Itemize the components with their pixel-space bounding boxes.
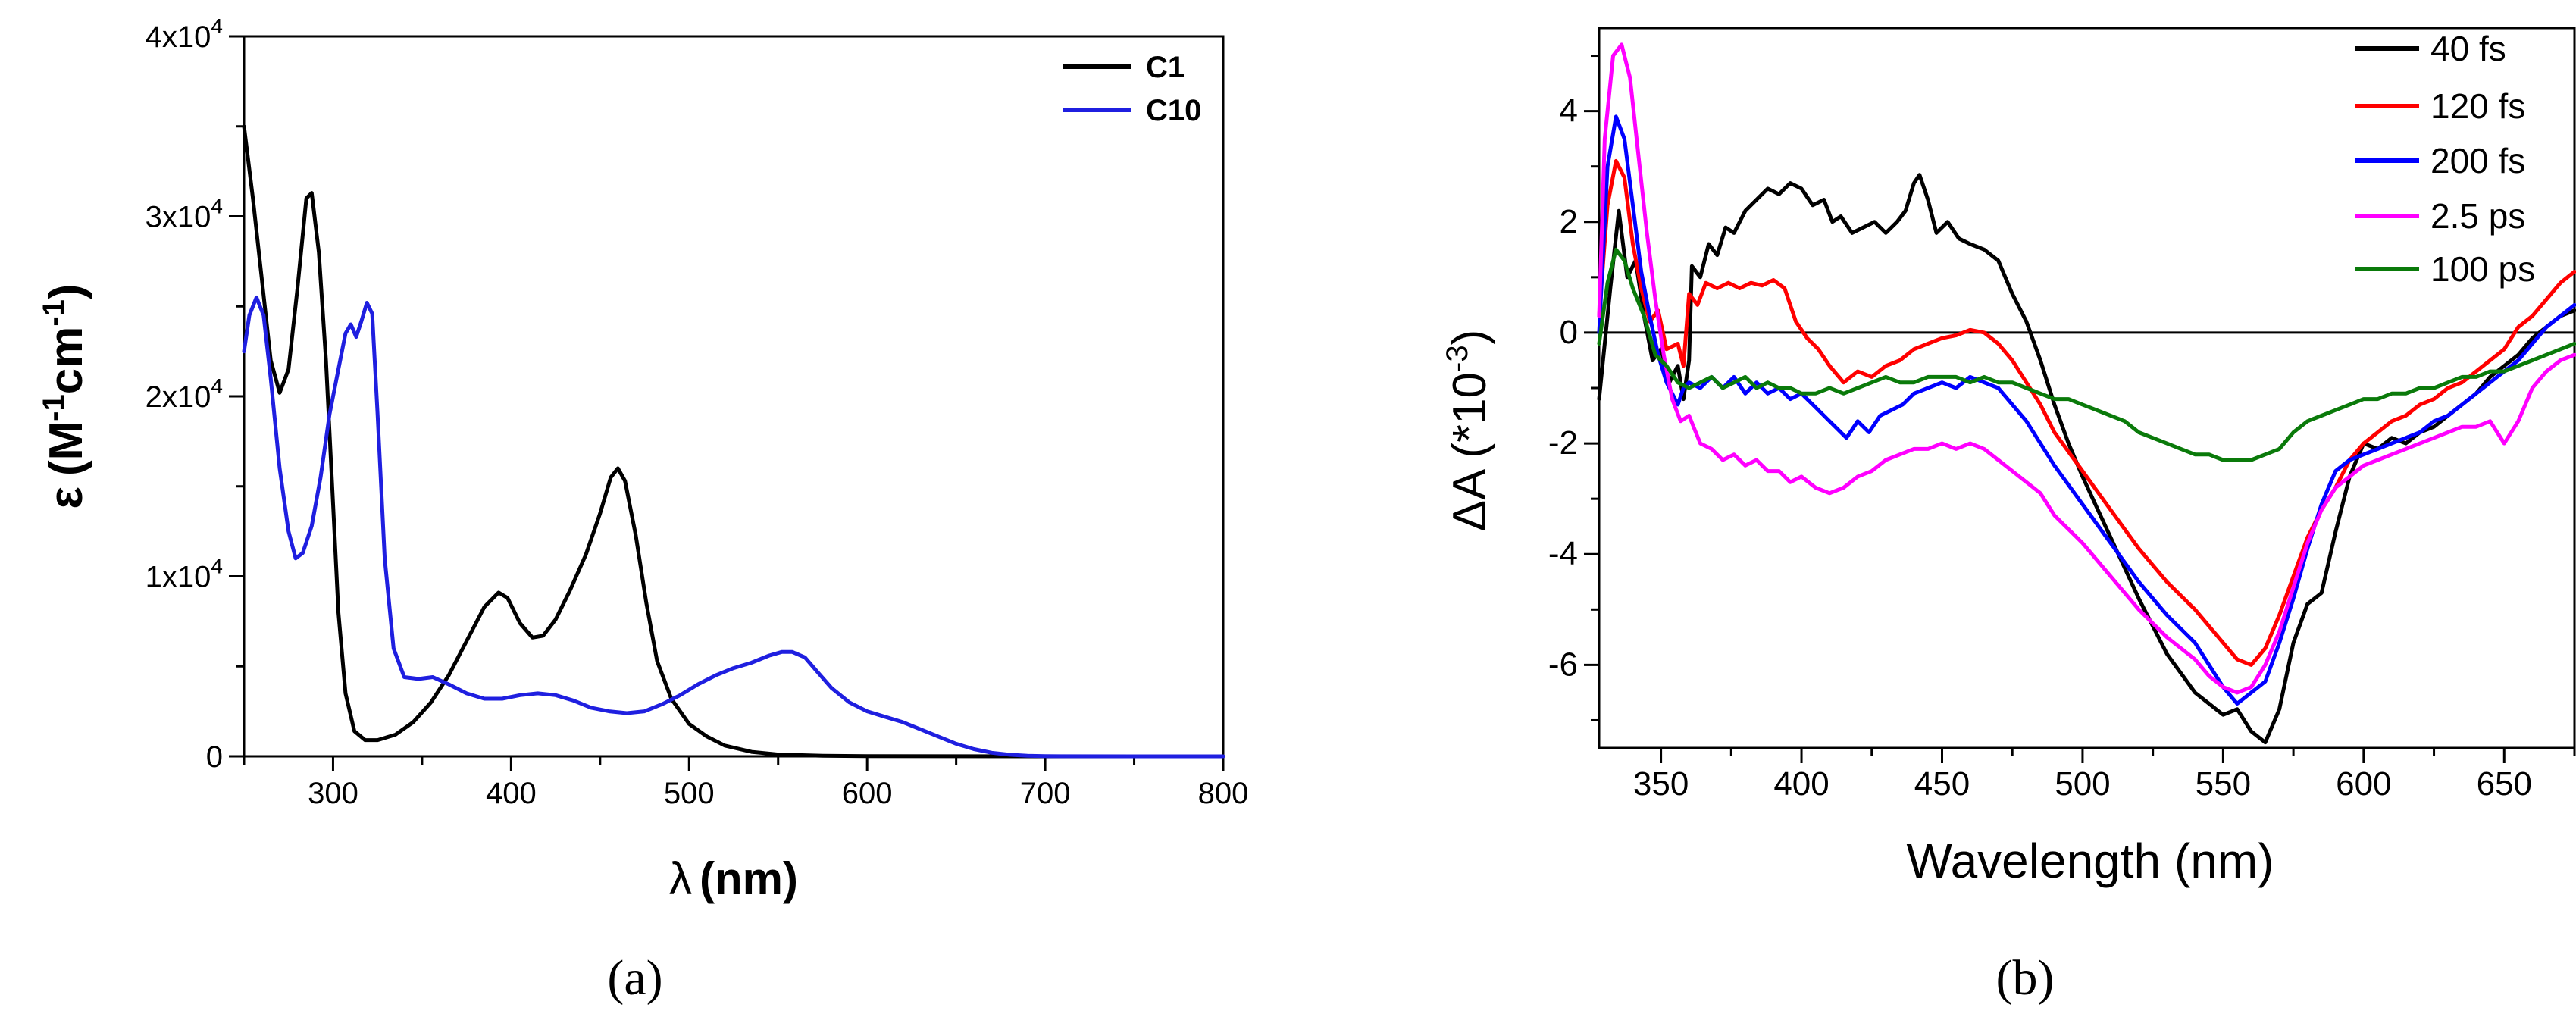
series-line-120-fs xyxy=(1597,158,2576,667)
series-line-c1 xyxy=(242,124,1225,759)
chart-a-ylabel-unit-4: ) xyxy=(40,283,92,299)
chart-a-xlabel-unit: (nm) xyxy=(700,853,798,904)
chart-a-panel-label-text: (a) xyxy=(607,950,662,1006)
chart-b-xtick-labels: 350 400 450 500 550 600 650 xyxy=(1633,765,2532,803)
x-tick-label-500: 500 xyxy=(2055,765,2110,803)
series-line-2-5-ps xyxy=(1597,42,2576,695)
legend-b-label-100ps: 100 ps xyxy=(2430,249,2535,289)
series-line-40-fs xyxy=(1597,173,2576,745)
legend-b-label-200fs: 200 fs xyxy=(2430,141,2525,180)
x-tick-label-450: 450 xyxy=(1914,765,1970,803)
y-tick-label-0: 0 xyxy=(1560,314,1578,351)
chart-a-ylabel-unit-1: -1 xyxy=(37,394,70,421)
x-tick-label-400: 400 xyxy=(1773,765,1829,803)
x-tick-label-800: 800 xyxy=(1198,777,1249,810)
y-tick-label-3x104: 3x104 xyxy=(146,195,223,234)
chart-a-xtick-labels: 300 400 500 600 700 800 xyxy=(308,777,1248,810)
y-tick-label-2: -2 xyxy=(1548,424,1578,462)
chart-b-panel-label: (b) xyxy=(1996,950,2055,1006)
legend-b-label-40fs: 40 fs xyxy=(2430,29,2506,68)
x-tick-label-600: 600 xyxy=(842,777,893,810)
x-tick-label-500: 500 xyxy=(664,777,715,810)
y-tick-label-4: 4 xyxy=(1560,92,1578,130)
chart-a-xlabel-symbol: λ xyxy=(669,853,692,904)
y-tick-label-4x104: 4x104 xyxy=(146,14,223,54)
legend-a-label-c10: C10 xyxy=(1146,94,1201,127)
x-tick-label-600: 600 xyxy=(2336,765,2391,803)
x-tick-label-550: 550 xyxy=(2196,765,2251,803)
chart-a-xlabel: λ (nm) xyxy=(669,853,798,904)
x-tick-label-700: 700 xyxy=(1020,777,1071,810)
chart-b-legend: 40 fs 120 fs 200 fs 2.5 ps 100 ps xyxy=(2355,29,2535,289)
series-line-100-ps xyxy=(1597,247,2576,462)
x-tick-label-350: 350 xyxy=(1633,765,1689,803)
x-tick-label-400: 400 xyxy=(486,777,537,810)
chart-a-ylabel-unit-0: (M xyxy=(40,421,92,476)
x-tick-label-650: 650 xyxy=(2477,765,2532,803)
chart-a-panel-label: (a) xyxy=(607,950,662,1006)
chart-a: 0 1x104 2x104 3x104 4x104 300 400 500 600 700 800… xyxy=(37,14,1248,1006)
chart-b-ticks xyxy=(1584,55,2576,763)
chart-a-ylabel-symbol: ε xyxy=(40,487,92,509)
x-tick-label-300: 300 xyxy=(308,777,358,810)
chart-b-ytick-labels: -6 -4 -2 0 2 4 xyxy=(1548,92,1578,684)
chart-a-series xyxy=(242,124,1225,759)
chart-b-panel-label-text: (b) xyxy=(1996,950,2055,1006)
chart-a-ylabel-unit-3: -1 xyxy=(37,299,70,327)
series-line-c10 xyxy=(242,295,1225,759)
y-tick-label-2x104: 2x104 xyxy=(146,374,223,414)
y-tick-label-6: -6 xyxy=(1548,646,1578,683)
chart-b-xlabel: Wavelength (nm) xyxy=(1907,834,2274,888)
chart-a-legend: C1 C10 xyxy=(1063,51,1201,127)
y-tick-label-2: 2 xyxy=(1560,203,1578,240)
chart-b-ylabel-main: ΔA (*10 xyxy=(1444,372,1496,531)
legend-a-label-c1: C1 xyxy=(1146,51,1185,84)
chart-b-ylabel-end: ) xyxy=(1444,330,1496,346)
chart-b-ylabel-exp: -3 xyxy=(1441,345,1474,372)
chart-b-ylabel: ΔA (*10-3) xyxy=(1441,330,1496,532)
chart-b: -6 -4 -2 0 2 4 350 400 450 500 550 600 650 40 fs 12… xyxy=(1441,27,2576,1006)
chart-a-ylabel-unit-2: cm xyxy=(40,327,92,395)
legend-b-label-2-5ps: 2.5 ps xyxy=(2430,196,2525,236)
chart-a-ytick-labels: 0 1x104 2x104 3x104 4x104 xyxy=(146,14,223,774)
chart-b-series xyxy=(1597,42,2576,745)
y-tick-label-1x104: 1x104 xyxy=(146,555,223,594)
series-line-200-fs xyxy=(1597,114,2576,706)
legend-b-label-120fs: 120 fs xyxy=(2430,86,2525,126)
chart-a-ylabel: ε(M-1cm-1) xyxy=(37,283,92,509)
y-tick-label-4: -4 xyxy=(1548,535,1578,572)
y-tick-label-0: 0 xyxy=(206,740,223,774)
